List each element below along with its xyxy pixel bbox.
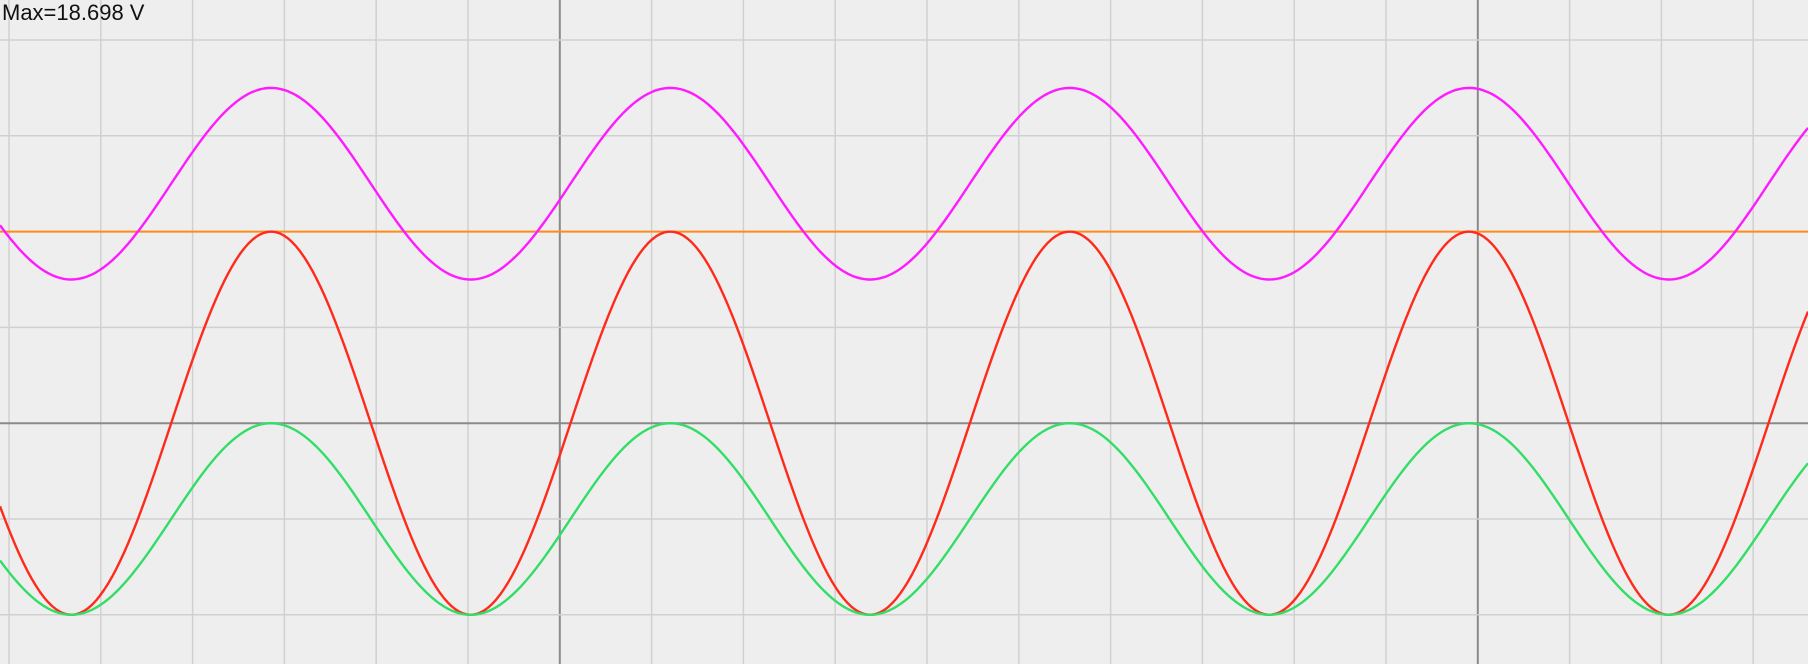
- traces: [0, 86, 1808, 616]
- max-voltage-readout: Max=18.698 V: [2, 0, 145, 25]
- trace-3: [0, 422, 1808, 616]
- trace-2: [0, 230, 1808, 616]
- trace-1: [0, 86, 1808, 281]
